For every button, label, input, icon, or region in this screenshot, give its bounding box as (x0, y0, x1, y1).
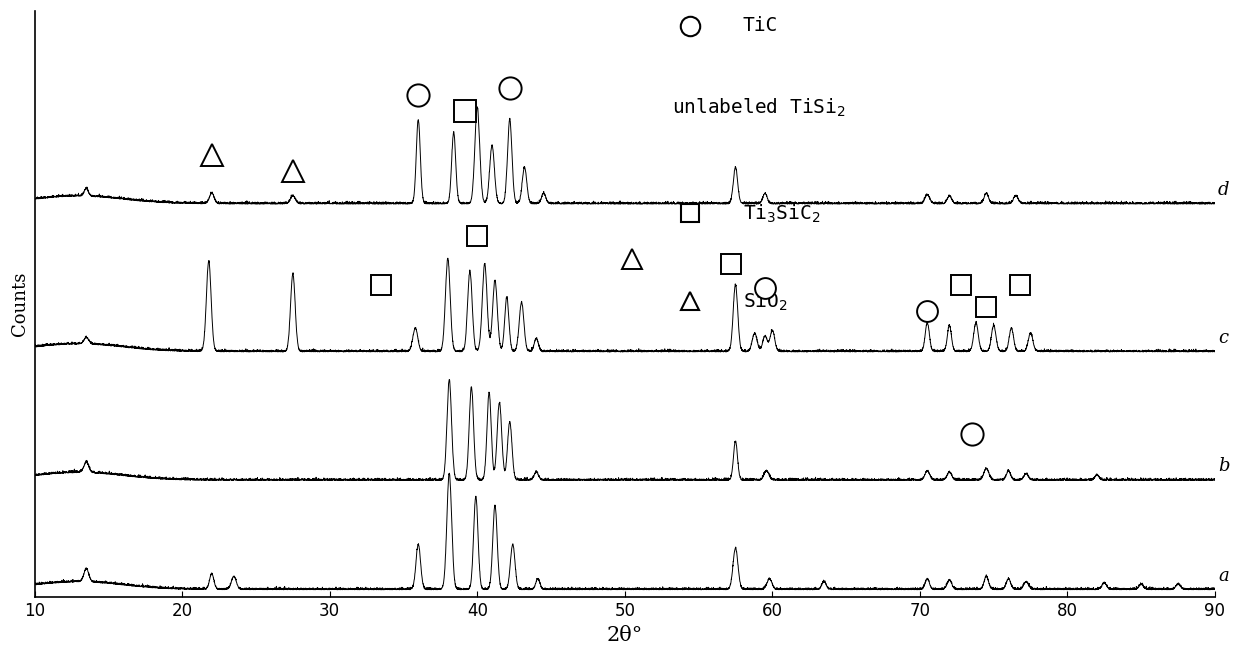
Text: a: a (1218, 567, 1229, 584)
Text: c: c (1218, 329, 1228, 347)
Text: TiC: TiC (743, 16, 779, 35)
X-axis label: 2θ°: 2θ° (606, 626, 644, 645)
Text: Ti$_3$SiC$_2$: Ti$_3$SiC$_2$ (743, 202, 821, 224)
Text: d: d (1218, 181, 1229, 199)
Text: SiO$_2$: SiO$_2$ (743, 290, 787, 312)
Y-axis label: Counts: Counts (11, 272, 29, 337)
Text: b: b (1218, 457, 1229, 476)
Text: unlabeled TiSi$_2$: unlabeled TiSi$_2$ (672, 96, 846, 119)
